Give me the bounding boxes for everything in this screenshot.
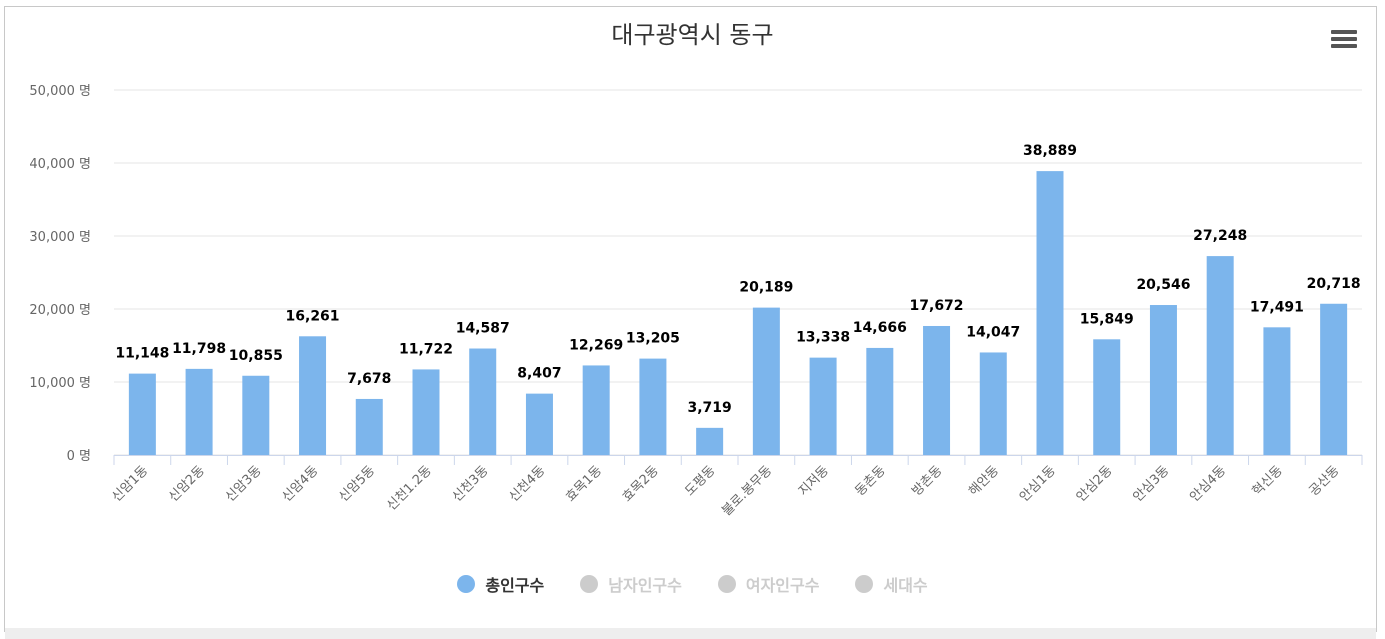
- y-tick-label: 20,000 명: [29, 303, 91, 318]
- data-label: 7,678: [347, 371, 391, 387]
- x-tick-label: 안심4동: [1187, 463, 1229, 505]
- x-tick-label: 안심3동: [1130, 463, 1172, 505]
- x-tick-label: 지저동: [796, 463, 832, 499]
- chart-title: 대구광역시 동구: [611, 21, 774, 49]
- bar[interactable]: [185, 368, 213, 455]
- x-tick-label: 동촌동: [853, 463, 889, 499]
- x-tick-label: 불로.봉무동: [719, 463, 775, 519]
- data-label: 8,407: [517, 366, 561, 382]
- bar[interactable]: [242, 375, 270, 455]
- x-tick-label: 신천1.2동: [384, 463, 435, 514]
- x-tick-label: 안심2동: [1074, 463, 1116, 505]
- x-tick-label: 신암3동: [223, 463, 265, 505]
- bar[interactable]: [355, 398, 383, 455]
- bar[interactable]: [1206, 256, 1234, 455]
- data-label: 14,047: [966, 324, 1020, 340]
- x-tick-label: 신암4동: [280, 463, 322, 505]
- chart-container: [4, 6, 1377, 632]
- legend-label: 남자인구수: [608, 576, 682, 595]
- data-label: 10,855: [229, 348, 283, 364]
- bar[interactable]: [696, 427, 724, 455]
- y-tick-label: 0 명: [67, 449, 91, 464]
- data-label: 17,491: [1250, 299, 1304, 315]
- x-tick-label: 해안동: [966, 463, 1002, 499]
- legend: 총인구수 남자인구수 여자인구수 세대수: [0, 572, 1385, 596]
- legend-dot-icon: [580, 575, 599, 593]
- hamburger-menu-icon[interactable]: [1331, 30, 1357, 52]
- data-label: 17,672: [910, 298, 964, 314]
- x-tick-label: 효목1동: [563, 463, 605, 505]
- bar[interactable]: [979, 352, 1007, 455]
- bar[interactable]: [412, 369, 440, 455]
- y-tick-label: 10,000 명: [29, 376, 91, 391]
- data-label: 3,719: [687, 400, 731, 416]
- x-tick-label: 안심1동: [1017, 463, 1059, 505]
- bar[interactable]: [866, 347, 894, 455]
- x-tick-label: 공산동: [1306, 463, 1342, 499]
- x-tick-label: 신암5동: [336, 463, 378, 505]
- legend-label: 세대수: [883, 576, 928, 595]
- x-tick-label: 신천3동: [450, 463, 492, 505]
- data-label: 20,546: [1136, 277, 1190, 293]
- data-label: 38,889: [1023, 143, 1077, 159]
- legend-item[interactable]: 여자인구수: [717, 572, 820, 596]
- data-label: 11,148: [115, 346, 169, 362]
- data-label: 14,666: [853, 320, 907, 336]
- bar[interactable]: [469, 348, 497, 455]
- bar[interactable]: [639, 358, 667, 455]
- x-tick-label: 신천4동: [506, 463, 548, 505]
- bar[interactable]: [299, 336, 327, 455]
- data-label: 20,718: [1307, 276, 1361, 292]
- data-label: 13,205: [626, 331, 680, 347]
- bar[interactable]: [752, 307, 780, 455]
- legend-dot-icon: [457, 575, 476, 593]
- bottom-strip: [5, 628, 1376, 639]
- data-label: 11,722: [399, 341, 453, 357]
- legend-item[interactable]: 남자인구수: [580, 572, 682, 596]
- legend-dot-icon: [855, 575, 874, 593]
- bar[interactable]: [809, 357, 837, 455]
- bar[interactable]: [1036, 171, 1064, 456]
- data-label: 13,338: [796, 330, 850, 346]
- data-label: 15,849: [1080, 311, 1134, 327]
- x-tick-label: 방촌동: [909, 463, 945, 499]
- x-tick-label: 효목2동: [620, 463, 662, 505]
- legend-dot-icon: [717, 575, 736, 593]
- legend-item[interactable]: 세대수: [855, 572, 928, 596]
- bar[interactable]: [128, 373, 156, 455]
- legend-item[interactable]: 총인구수: [457, 572, 544, 596]
- data-label: 12,269: [569, 337, 623, 353]
- data-label: 16,261: [286, 308, 340, 324]
- data-label: 20,189: [739, 280, 793, 296]
- x-tick-label: 신암2동: [166, 463, 208, 505]
- x-tick-label: 혁신동: [1250, 463, 1286, 499]
- bar[interactable]: [1093, 339, 1121, 455]
- legend-label: 여자인구수: [745, 576, 820, 595]
- y-tick-label: 30,000 명: [29, 230, 91, 245]
- bar[interactable]: [923, 325, 951, 455]
- y-tick-label: 40,000 명: [29, 157, 91, 172]
- x-tick-label: 도평동: [682, 463, 718, 499]
- x-tick-label: 신암1동: [109, 463, 151, 505]
- bar[interactable]: [582, 365, 610, 455]
- bar[interactable]: [1320, 303, 1348, 455]
- data-label: 27,248: [1193, 228, 1247, 244]
- bar[interactable]: [1149, 305, 1177, 455]
- data-label: 14,587: [456, 321, 510, 337]
- data-label: 11,798: [172, 341, 226, 357]
- bar[interactable]: [1263, 327, 1291, 455]
- legend-label: 총인구수: [485, 576, 545, 595]
- y-tick-label: 50,000 명: [29, 84, 91, 99]
- bar[interactable]: [525, 393, 553, 455]
